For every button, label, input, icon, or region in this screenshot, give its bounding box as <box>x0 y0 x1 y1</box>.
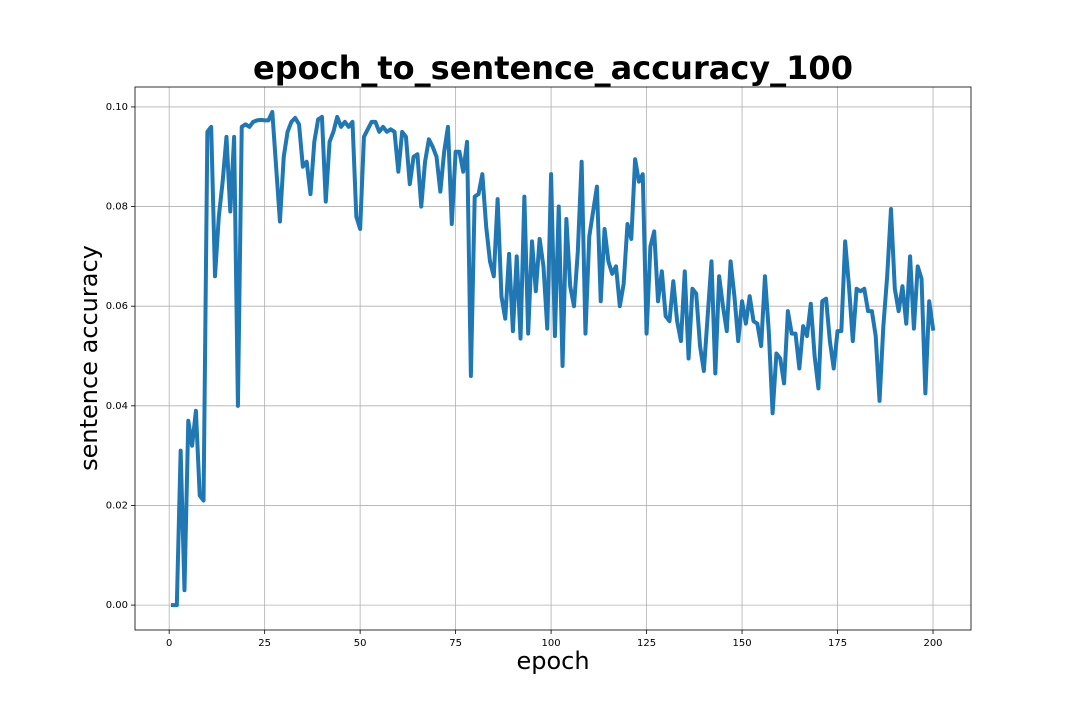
x-axis-label: epoch <box>516 647 589 675</box>
y-tick-label: 0.06 <box>106 301 128 312</box>
x-tick-label: 175 <box>828 638 847 649</box>
y-tick-label: 0.00 <box>106 600 128 611</box>
y-tick-label: 0.02 <box>106 500 128 511</box>
data-line <box>171 109 936 608</box>
x-tick-label: 150 <box>732 638 751 649</box>
y-axis-label: sentence accuracy <box>75 245 103 471</box>
y-tick-label: 0.08 <box>106 202 128 213</box>
y-tick-label: 0.10 <box>106 102 128 113</box>
x-tick-label: 200 <box>923 638 942 649</box>
x-tick-label: 125 <box>637 638 656 649</box>
x-tick-label: 25 <box>258 638 271 649</box>
x-tick-label: 0 <box>166 638 172 649</box>
y-tick-label: 0.04 <box>106 401 128 412</box>
x-tick-label: 100 <box>542 638 561 649</box>
plot-frame <box>134 86 972 631</box>
x-tick-label: 75 <box>449 638 462 649</box>
chart-title: epoch_to_sentence_accuracy_100 <box>253 49 853 87</box>
x-tick-label: 50 <box>354 638 367 649</box>
